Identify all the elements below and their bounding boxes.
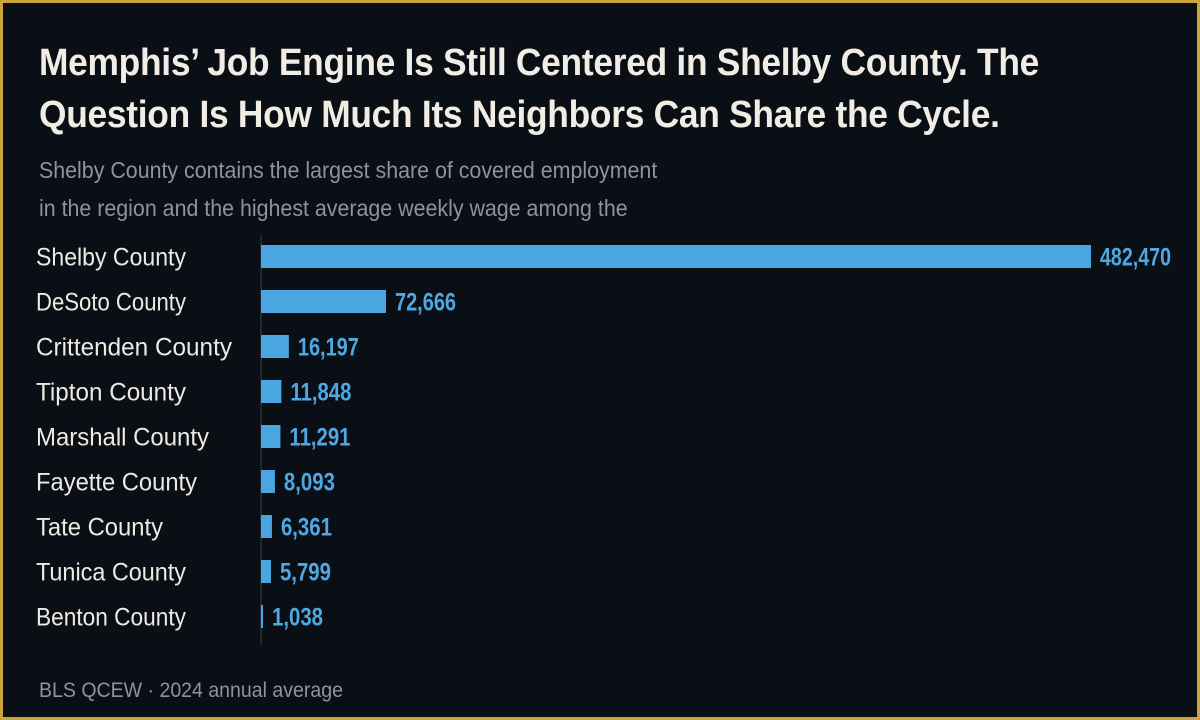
bar: [261, 515, 272, 538]
chart-title: Memphis’ Job Engine Is Still Centered in…: [39, 42, 1040, 136]
category-label: Shelby County: [36, 244, 186, 272]
category-label: Tipton County: [36, 379, 186, 407]
bar: [261, 290, 387, 313]
bar: [261, 560, 271, 583]
category-label: Marshall County: [36, 424, 209, 452]
bar: [261, 470, 275, 493]
bar: [261, 245, 1091, 268]
value-label: 1,038: [272, 604, 323, 632]
source-note: BLS QCEW · 2024 annual average: [39, 679, 343, 702]
value-label: 11,291: [289, 424, 350, 452]
bar: [261, 380, 282, 403]
value-label: 11,848: [290, 379, 351, 407]
value-label: 8,093: [284, 469, 335, 497]
category-label: DeSoto County: [36, 289, 186, 317]
category-label: Fayette County: [36, 469, 197, 497]
value-label: 6,361: [281, 514, 332, 542]
category-label: Crittenden County: [36, 334, 232, 362]
chart-subtitle: Shelby County contains the largest share…: [39, 151, 709, 227]
bar: [261, 335, 289, 358]
value-label: 5,799: [280, 559, 331, 587]
value-label: 72,666: [395, 289, 456, 317]
category-label: Tate County: [36, 514, 163, 542]
value-label: 482,470: [1100, 244, 1171, 272]
category-label: Tunica County: [36, 559, 186, 587]
bar: [261, 425, 281, 448]
subtitle-line-2: in the region and the highest average we…: [39, 195, 628, 221]
category-label: Benton County: [36, 604, 186, 632]
bar: [261, 605, 263, 628]
value-label: 16,197: [298, 334, 359, 362]
subtitle-line-1: Shelby County contains the largest share…: [39, 157, 658, 183]
